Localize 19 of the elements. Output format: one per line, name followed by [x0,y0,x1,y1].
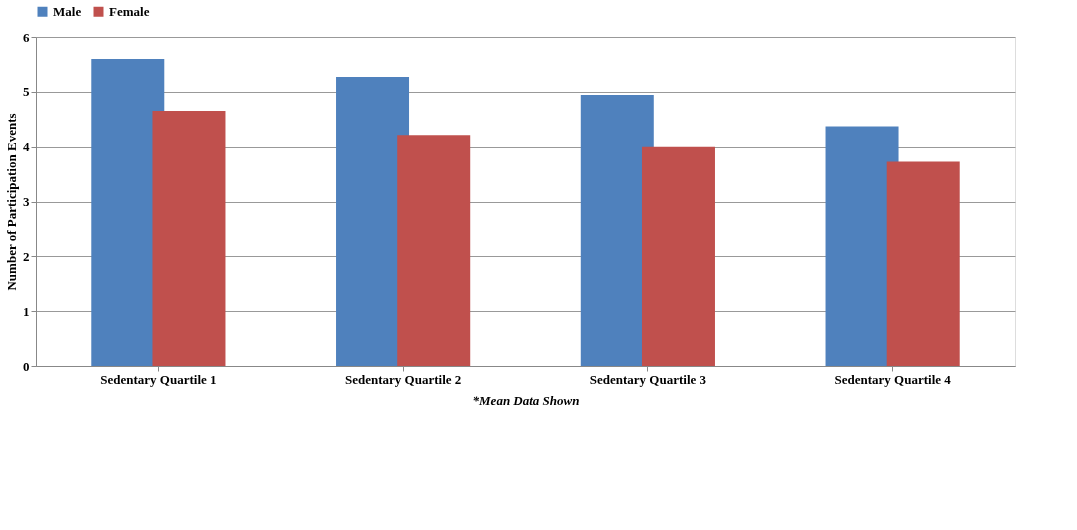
bar [641,146,715,366]
bar [152,111,226,366]
y-tick-label: 0 [23,358,30,374]
x-tick-label: Sedentary Quartile 4 [834,371,952,387]
y-tick-label: 4 [23,139,30,155]
legend-label: Female [109,3,150,19]
bar [397,135,471,366]
y-tick-label: 5 [23,84,30,100]
y-tick-label: 2 [23,248,30,264]
x-tick-label: Sedentary Quartile 2 [344,371,462,387]
bar [886,161,960,366]
x-tick-label: Sedentary Quartile 1 [100,371,217,387]
y-tick-label: 1 [23,303,30,319]
x-tick-label: Sedentary Quartile 3 [589,371,707,387]
y-axis-title: Number of Participation Events [4,113,19,291]
y-tick-label: 6 [23,29,30,45]
y-tick-label: 3 [23,194,30,209]
text: *Mean Data Shown [472,392,580,408]
legend-label: Male [53,3,82,19]
